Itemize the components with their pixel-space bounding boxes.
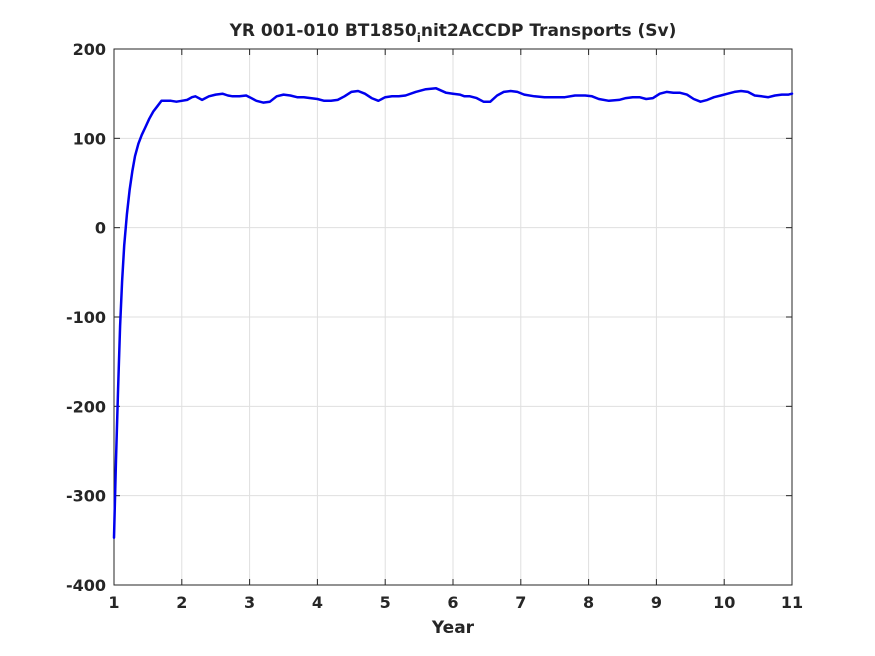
y-tick-label: -200 [66, 397, 106, 416]
chart-title: YR 001-010 BT1850init2ACCDP Transports (… [229, 21, 677, 45]
chart-title-main: YR 001-010 BT1850 [229, 21, 417, 41]
x-tick-label: 1 [108, 593, 119, 612]
x-tick-label: 6 [447, 593, 458, 612]
y-tick-label: 0 [95, 219, 106, 238]
x-tick-label: 10 [713, 593, 735, 612]
y-tick-label: 100 [73, 129, 106, 148]
y-tick-label: -100 [66, 308, 106, 327]
x-tick-label: 9 [651, 593, 662, 612]
x-tick-label: 5 [380, 593, 391, 612]
x-tick-label: 11 [781, 593, 803, 612]
chart-title-rest: nit2ACCDP Transports (Sv) [421, 21, 677, 41]
series-line [112, 87, 794, 539]
y-tick-label: -300 [66, 487, 106, 506]
x-tick-label: 3 [244, 593, 255, 612]
x-tick-label: 2 [176, 593, 187, 612]
x-tick-label: 7 [515, 593, 526, 612]
grid [114, 49, 792, 585]
axes-ticks: 1 2 3 4 5 6 7 8 9 10 11 -400 -300 -200 -100 0 100 200 [66, 40, 803, 612]
x-tick-label: 8 [583, 593, 594, 612]
y-tick-label: 200 [73, 40, 106, 59]
x-tick-label: 4 [312, 593, 323, 612]
chart-title-subscript: i [417, 31, 421, 45]
x-axis-label: Year [431, 618, 475, 638]
y-tick-label: -400 [66, 576, 106, 595]
series-layer [112, 87, 794, 539]
